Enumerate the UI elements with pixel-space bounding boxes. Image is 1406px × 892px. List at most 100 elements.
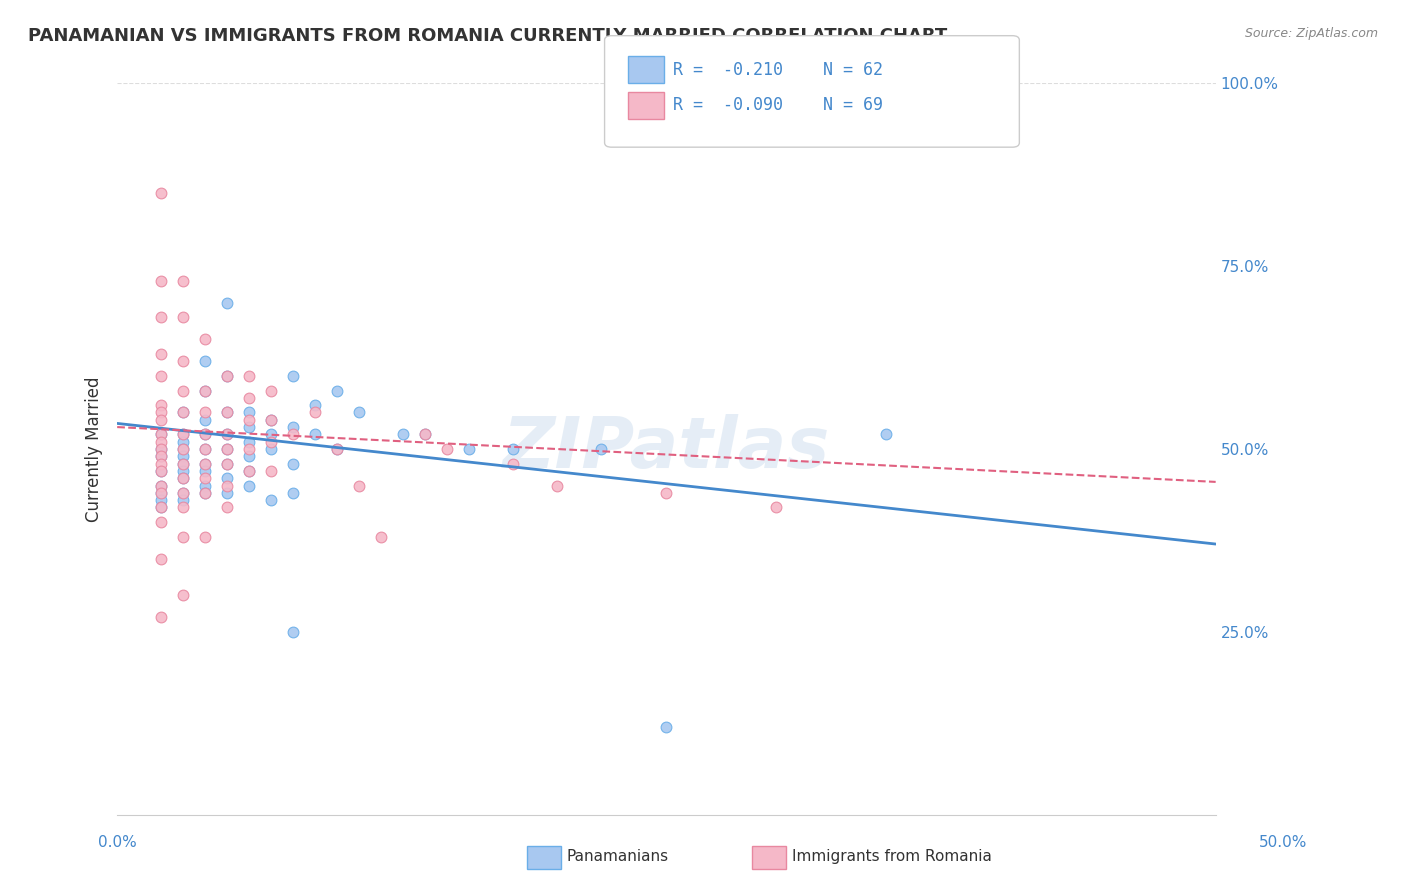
Point (150, 434, 173, 449)
Point (238, 368, 260, 383)
Point (194, 457, 217, 471)
Point (194, 464, 217, 478)
Point (215, 486, 238, 500)
Point (150, 427, 173, 442)
Point (172, 384, 194, 398)
Point (215, 471, 238, 485)
Point (326, 442, 349, 456)
Point (655, 720, 678, 734)
Point (150, 450, 173, 464)
Point (150, 368, 173, 383)
Point (194, 384, 217, 398)
Point (150, 405, 173, 419)
Point (238, 464, 260, 478)
Point (457, 442, 479, 456)
Point (150, 486, 173, 500)
Point (150, 551, 173, 566)
Point (304, 398, 326, 412)
Point (172, 310, 194, 325)
Point (238, 478, 260, 492)
Point (172, 442, 194, 456)
Point (150, 274, 173, 288)
Point (172, 486, 194, 500)
Point (194, 442, 217, 456)
Point (260, 434, 283, 449)
Point (215, 442, 238, 456)
Point (172, 486, 194, 500)
Point (304, 427, 326, 442)
Point (391, 427, 413, 442)
Point (150, 500, 173, 515)
Point (546, 478, 568, 492)
Point (194, 354, 217, 368)
Point (215, 500, 238, 515)
Point (875, 427, 897, 442)
Point (150, 310, 173, 325)
Point (215, 368, 238, 383)
Point (194, 486, 217, 500)
Point (347, 478, 370, 492)
Point (215, 427, 238, 442)
Point (172, 427, 194, 442)
Point (150, 457, 173, 471)
Point (172, 457, 194, 471)
Point (172, 442, 194, 456)
Point (150, 464, 173, 478)
Point (238, 434, 260, 449)
Point (238, 420, 260, 434)
Point (172, 450, 194, 464)
Point (238, 391, 260, 405)
Point (194, 427, 217, 442)
Point (172, 530, 194, 544)
Point (215, 427, 238, 442)
Point (150, 515, 173, 529)
Point (150, 478, 173, 492)
Point (238, 413, 260, 427)
Point (326, 384, 349, 398)
Point (150, 610, 173, 624)
Point (194, 405, 217, 419)
Point (215, 478, 238, 492)
Point (215, 457, 238, 471)
Point (260, 384, 283, 398)
Point (589, 442, 612, 456)
Point (172, 471, 194, 485)
Point (281, 624, 304, 639)
Point (238, 405, 260, 419)
Point (260, 442, 283, 456)
Point (150, 450, 173, 464)
Point (215, 442, 238, 456)
Point (194, 471, 217, 485)
Text: R =  -0.090    N = 69: R = -0.090 N = 69 (673, 96, 883, 114)
Point (215, 405, 238, 419)
Point (172, 500, 194, 515)
Text: PANAMANIAN VS IMMIGRANTS FROM ROMANIA CURRENTLY MARRIED CORRELATION CHART: PANAMANIAN VS IMMIGRANTS FROM ROMANIA CU… (28, 27, 948, 45)
Point (150, 427, 173, 442)
Point (150, 442, 173, 456)
Point (502, 442, 524, 456)
Point (260, 493, 283, 508)
Point (150, 398, 173, 412)
Point (194, 332, 217, 346)
Point (150, 486, 173, 500)
Point (413, 427, 436, 442)
Text: Immigrants from Romania: Immigrants from Romania (792, 849, 991, 863)
Point (172, 405, 194, 419)
Point (347, 405, 370, 419)
Point (172, 427, 194, 442)
Point (172, 354, 194, 368)
Text: 50.0%: 50.0% (1260, 836, 1308, 850)
Point (172, 464, 194, 478)
Point (281, 368, 304, 383)
Point (502, 457, 524, 471)
Point (172, 274, 194, 288)
Point (281, 486, 304, 500)
Point (215, 368, 238, 383)
Text: 0.0%: 0.0% (98, 836, 138, 850)
Point (150, 347, 173, 361)
Point (304, 405, 326, 419)
Point (215, 457, 238, 471)
Text: Panamanians: Panamanians (567, 849, 669, 863)
Point (172, 405, 194, 419)
Point (436, 442, 458, 456)
